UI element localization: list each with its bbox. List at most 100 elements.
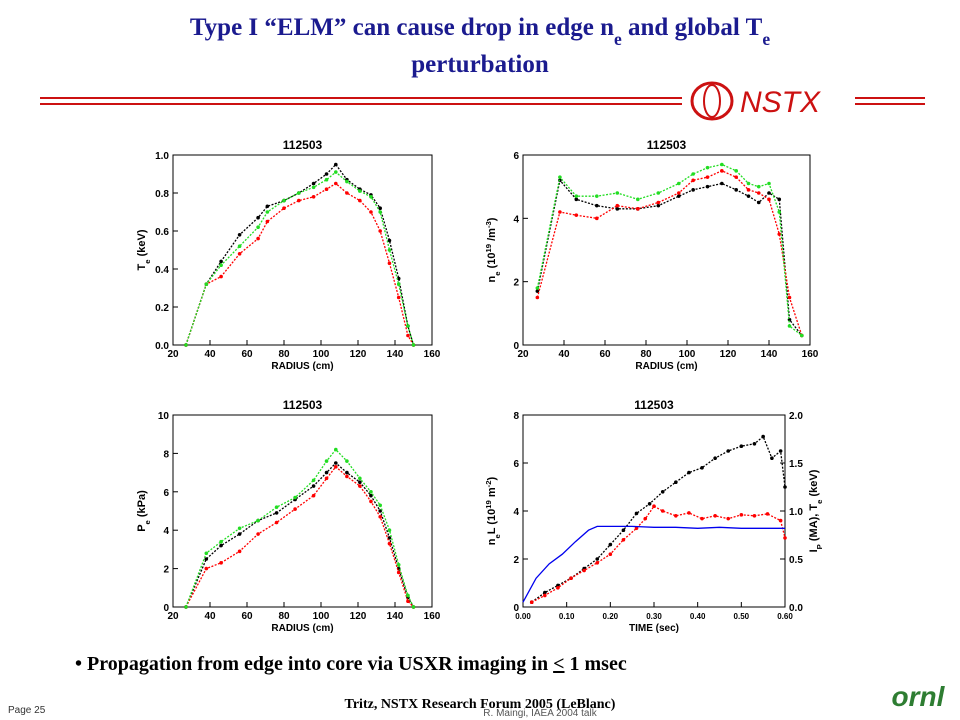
data-point <box>783 485 787 489</box>
data-point <box>378 509 383 513</box>
data-point <box>387 248 392 252</box>
data-point <box>569 576 573 580</box>
data-point <box>677 191 681 195</box>
data-point <box>720 162 724 167</box>
data-point <box>396 570 401 575</box>
data-point <box>739 513 744 517</box>
text-part: (keV) <box>136 229 148 259</box>
logo-text: NSTX <box>740 86 821 119</box>
data-point <box>634 526 639 531</box>
data-point <box>396 295 401 300</box>
data-point <box>237 233 242 237</box>
data-point <box>274 511 279 515</box>
data-point <box>713 514 717 518</box>
data-point <box>378 514 383 519</box>
series-line <box>185 448 415 608</box>
data-point <box>746 194 751 198</box>
x-tick-label: 120 <box>350 611 367 622</box>
data-point <box>256 518 260 523</box>
slide-title: Type I “ELM” can cause drop in edge ne a… <box>190 14 770 49</box>
chart-title: 112503 <box>634 398 674 412</box>
text-part: n <box>486 275 498 282</box>
data-point <box>256 236 260 241</box>
superscript: -2 <box>484 480 493 487</box>
data-point <box>406 599 410 604</box>
data-point <box>369 210 373 214</box>
text-part: ) <box>486 476 498 480</box>
x-tick-label: 120 <box>350 349 367 360</box>
ornl-logo: ornl <box>892 681 946 712</box>
data-point <box>558 210 562 214</box>
data-point <box>687 470 691 475</box>
subscript: e <box>143 259 152 264</box>
y-tick-label: 6 <box>513 459 519 470</box>
data-point <box>358 476 362 481</box>
data-point <box>293 495 297 500</box>
y-tick-label: 8 <box>163 449 169 460</box>
x-tick-label: 0.00 <box>515 612 531 621</box>
data-point <box>643 516 648 521</box>
data-point <box>595 194 599 198</box>
data-point <box>660 490 665 494</box>
y2-tick-label: 2.0 <box>789 411 803 422</box>
y2-tick-label: 1.0 <box>789 507 803 518</box>
data-point <box>345 179 349 184</box>
x-tick-label: 20 <box>167 349 179 360</box>
data-point <box>746 188 751 192</box>
data-point <box>219 539 223 544</box>
data-point <box>595 216 599 221</box>
y-tick-label: 0.2 <box>155 303 169 314</box>
data-point <box>334 447 338 452</box>
data-point <box>345 459 349 463</box>
page-number: Page 25 <box>8 705 46 716</box>
data-point <box>256 215 260 220</box>
x-tick-label: 80 <box>278 611 290 622</box>
text-part: 1 msec <box>565 653 627 675</box>
data-point <box>652 504 656 509</box>
data-point <box>411 605 416 609</box>
data-point <box>756 200 761 205</box>
x-tick-label: 60 <box>241 611 253 622</box>
data-point <box>406 324 410 328</box>
x-axis-label: TIME (sec) <box>629 623 679 634</box>
series-line <box>185 465 414 608</box>
data-point <box>636 197 640 202</box>
data-point <box>705 184 710 189</box>
superscript: -3 <box>484 221 493 228</box>
y-tick-label: 6 <box>513 151 519 162</box>
plot-frame <box>522 414 786 608</box>
data-point <box>345 470 349 475</box>
nstx-logo: NSTX <box>690 81 821 121</box>
data-point <box>184 605 188 609</box>
data-point <box>615 191 620 195</box>
data-point <box>726 449 731 453</box>
data-point <box>660 509 665 513</box>
x-axis-label: RADIUS (cm) <box>271 361 333 372</box>
data-point <box>345 474 349 479</box>
data-point <box>311 195 316 199</box>
y-tick-label: 0.8 <box>155 189 169 200</box>
data-point <box>656 191 661 195</box>
x-tick-label: 120 <box>720 349 737 360</box>
data-point <box>387 238 392 243</box>
subscript: e <box>493 271 502 276</box>
text-part: (10 <box>486 253 498 272</box>
data-point <box>574 197 579 202</box>
x-tick-label: 160 <box>802 349 819 360</box>
x-axis-label: RADIUS (cm) <box>271 623 333 634</box>
data-point <box>378 206 383 210</box>
data-point <box>615 207 620 211</box>
data-point <box>636 207 640 211</box>
data-point <box>529 600 534 604</box>
data-point <box>556 586 560 590</box>
data-point <box>700 466 704 470</box>
subscript: e <box>143 519 152 524</box>
data-point <box>713 456 717 461</box>
data-point <box>265 210 270 214</box>
data-point <box>358 484 362 488</box>
data-point <box>334 170 338 174</box>
y-axis-label: Pe (kPa) <box>136 490 152 532</box>
y-tick-label: 4 <box>163 526 169 537</box>
y-tick-label: 4 <box>513 507 519 518</box>
data-point <box>334 162 338 167</box>
